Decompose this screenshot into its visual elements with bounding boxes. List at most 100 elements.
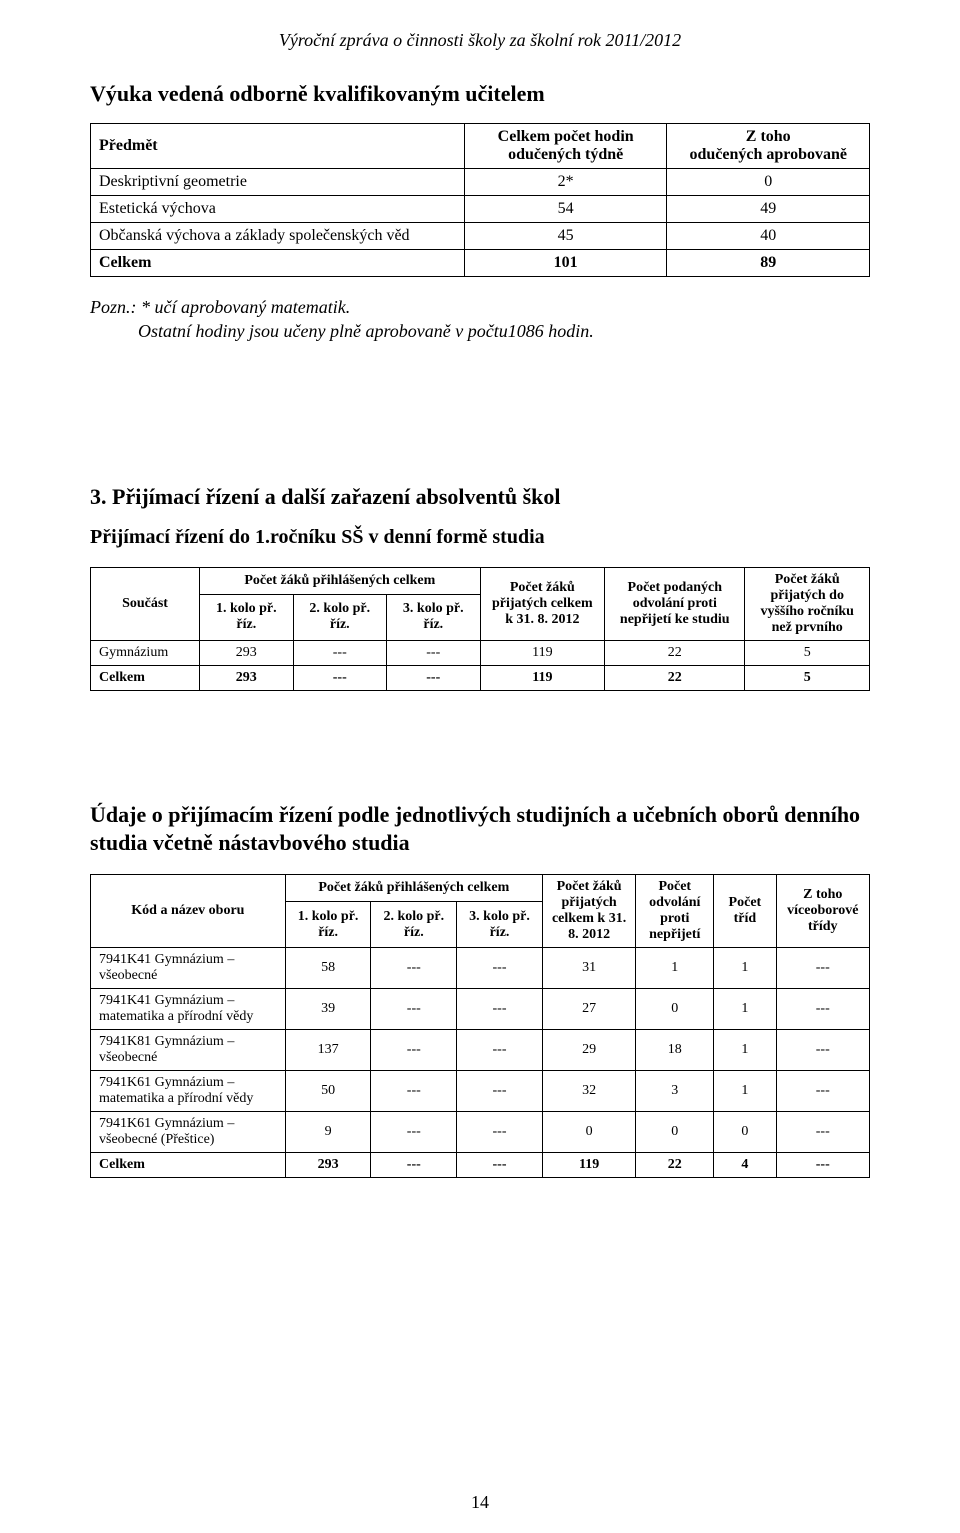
cell-v2: 49 — [667, 196, 870, 223]
cell-v5: 1 — [636, 947, 714, 988]
section1-title: Výuka vedená odborně kvalifikovaným učit… — [90, 81, 870, 107]
table-row: Gymnázium 293 --- --- 119 22 5 — [91, 640, 870, 665]
running-header: Výroční zpráva o činnosti školy za školn… — [90, 30, 870, 51]
cell-v1: 45 — [464, 223, 667, 250]
cell-v2: --- — [371, 1152, 457, 1177]
col-prihlaseni: Počet žáků přihlášených celkem — [285, 874, 542, 902]
cell-v2: 40 — [667, 223, 870, 250]
cell-v5: 22 — [605, 640, 745, 665]
cell-v4: 29 — [542, 1029, 635, 1070]
cell-subject: Celkem — [91, 250, 465, 277]
col-subject: Předmět — [91, 124, 465, 169]
col-soucast: Součást — [91, 567, 200, 640]
col-vice: Z toho víceoborové třídy — [776, 874, 869, 947]
cell-v2: --- — [293, 640, 386, 665]
cell-v3: --- — [457, 947, 543, 988]
cell-v6: 1 — [714, 1029, 776, 1070]
note-line-2: Ostatní hodiny jsou učeny plně aprobovan… — [90, 319, 870, 343]
cell-v1: 50 — [285, 1070, 371, 1111]
cell-v7: --- — [776, 1070, 869, 1111]
col-hours-total: Celkem počet hodin odučených týdně — [464, 124, 667, 169]
table-row: Estetická výchova 54 49 — [91, 196, 870, 223]
cell-v3: --- — [387, 640, 481, 665]
table-row: 7941K61 Gymnázium – všeobecné (Přeštice)… — [91, 1111, 870, 1152]
cell-v4: 32 — [542, 1070, 635, 1111]
cell-v1: 137 — [285, 1029, 371, 1070]
note-block: Pozn.: * učí aprobovaný matematik. Ostat… — [90, 295, 870, 344]
col-prijati: Počet žáků přijatých celkem k 31. 8. 201… — [542, 874, 635, 947]
cell-soucast: Gymnázium — [91, 640, 200, 665]
table-row: 7941K41 Gymnázium – všeobecné 58 --- ---… — [91, 947, 870, 988]
col-odvolani: Počet odvolání proti nepřijetí — [636, 874, 714, 947]
section2-subtitle: Přijímací řízení do 1.ročníku SŠ v denní… — [90, 526, 870, 549]
cell-kod: 7941K41 Gymnázium – matematika a přírodn… — [91, 988, 286, 1029]
cell-v4: 27 — [542, 988, 635, 1029]
col-hours-approb-l1: Z toho — [675, 128, 861, 146]
cell-kod: Celkem — [91, 1152, 286, 1177]
cell-v3: --- — [457, 1111, 543, 1152]
cell-v1: 54 — [464, 196, 667, 223]
note-line-1: Pozn.: * učí aprobovaný matematik. — [90, 295, 870, 319]
cell-kod: 7941K81 Gymnázium – všeobecné — [91, 1029, 286, 1070]
cell-v5: 0 — [636, 1111, 714, 1152]
col-hours-approb-l2: odučených aprobovaně — [675, 146, 861, 164]
col-hours-approb: Z toho odučených aprobovaně — [667, 124, 870, 169]
cell-v5: 0 — [636, 988, 714, 1029]
cell-v4: 119 — [480, 665, 605, 690]
cell-v3: --- — [387, 665, 481, 690]
col-odvolani: Počet podaných odvolání proti nepřijetí … — [605, 567, 745, 640]
spacer — [90, 691, 870, 781]
col-k2: 2. kolo př. říz. — [293, 595, 386, 640]
cell-soucast: Celkem — [91, 665, 200, 690]
cell-v6: 1 — [714, 947, 776, 988]
col-kod: Kód a název oboru — [91, 874, 286, 947]
cell-v1: 101 — [464, 250, 667, 277]
col-k3: 3. kolo př. říz. — [387, 595, 481, 640]
cell-v5: 18 — [636, 1029, 714, 1070]
cell-v6: 0 — [714, 1111, 776, 1152]
cell-v7: --- — [776, 1111, 869, 1152]
table-row: Deskriptivní geometrie 2* 0 — [91, 169, 870, 196]
col-prihlaseni: Počet žáků přihlášených celkem — [200, 567, 480, 595]
cell-v4: 119 — [480, 640, 605, 665]
cell-subject: Deskriptivní geometrie — [91, 169, 465, 196]
section3-title: Údaje o přijímacím řízení podle jednotli… — [90, 801, 870, 858]
cell-v3: --- — [457, 988, 543, 1029]
section2-title: 3. Přijímací řízení a další zařazení abs… — [90, 484, 870, 510]
cell-v4: 31 — [542, 947, 635, 988]
col-hours-total-l2: odučených týdně — [473, 146, 659, 164]
cell-kod: 7941K41 Gymnázium – všeobecné — [91, 947, 286, 988]
table-row: Občanská výchova a základy společenských… — [91, 223, 870, 250]
cell-v7: --- — [776, 988, 869, 1029]
cell-v2: --- — [371, 1029, 457, 1070]
page-number: 14 — [0, 1492, 960, 1513]
cell-v1: 2* — [464, 169, 667, 196]
cell-v6: 4 — [714, 1152, 776, 1177]
cell-v5: 22 — [605, 665, 745, 690]
col-k2: 2. kolo př. říz. — [371, 902, 457, 947]
cell-v5: 3 — [636, 1070, 714, 1111]
cell-v4: 0 — [542, 1111, 635, 1152]
col-k1: 1. kolo př. říz. — [200, 595, 293, 640]
cell-v2: --- — [371, 988, 457, 1029]
col-k3: 3. kolo př. říz. — [457, 902, 543, 947]
cell-v1: 58 — [285, 947, 371, 988]
cell-v2: --- — [371, 947, 457, 988]
col-k1: 1. kolo př. říz. — [285, 902, 371, 947]
cell-kod: 7941K61 Gymnázium – matematika a přírodn… — [91, 1070, 286, 1111]
cell-v1: 9 — [285, 1111, 371, 1152]
col-trid: Počet tříd — [714, 874, 776, 947]
cell-subject: Občanská výchova a základy společenských… — [91, 223, 465, 250]
cell-v7: --- — [776, 1152, 869, 1177]
cell-v2: 89 — [667, 250, 870, 277]
table-row-total: Celkem 293 --- --- 119 22 5 — [91, 665, 870, 690]
cell-v3: --- — [457, 1070, 543, 1111]
cell-v4: 119 — [542, 1152, 635, 1177]
col-prijati: Počet žáků přijatých celkem k 31. 8. 201… — [480, 567, 605, 640]
cell-v2: --- — [371, 1111, 457, 1152]
table-subject-hours: Předmět Celkem počet hodin odučených týd… — [90, 123, 870, 277]
table-row-total: Celkem 293 --- --- 119 22 4 --- — [91, 1152, 870, 1177]
cell-v6: 5 — [745, 640, 870, 665]
table-row: 7941K41 Gymnázium – matematika a přírodn… — [91, 988, 870, 1029]
cell-v2: 0 — [667, 169, 870, 196]
